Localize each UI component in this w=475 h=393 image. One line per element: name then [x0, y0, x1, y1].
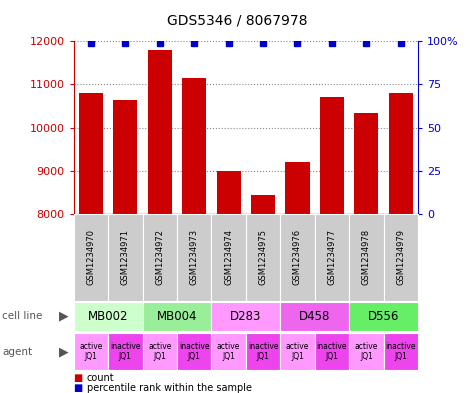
- Bar: [384, 333, 418, 370]
- Text: GSM1234971: GSM1234971: [121, 230, 130, 285]
- Text: active
JQ1: active JQ1: [286, 342, 309, 362]
- Text: active
JQ1: active JQ1: [79, 342, 103, 362]
- Text: GSM1234972: GSM1234972: [155, 230, 164, 285]
- Bar: [246, 214, 280, 301]
- Bar: [142, 214, 177, 301]
- Bar: [177, 333, 211, 370]
- Text: ■: ■: [74, 373, 83, 383]
- Text: inactive
JQ1: inactive JQ1: [248, 342, 278, 362]
- Text: GSM1234979: GSM1234979: [396, 230, 405, 285]
- Bar: [349, 214, 384, 301]
- Bar: [320, 97, 344, 214]
- Bar: [280, 214, 314, 301]
- Text: inactive
JQ1: inactive JQ1: [110, 342, 141, 362]
- Text: count: count: [87, 373, 114, 383]
- Bar: [280, 333, 314, 370]
- Text: ▶: ▶: [59, 345, 69, 358]
- Bar: [142, 302, 211, 331]
- Bar: [74, 302, 142, 331]
- Bar: [314, 214, 349, 301]
- Bar: [384, 214, 418, 301]
- Bar: [177, 214, 211, 301]
- Text: D458: D458: [299, 310, 331, 323]
- Text: D283: D283: [230, 310, 262, 323]
- Bar: [354, 112, 379, 214]
- Text: ■: ■: [74, 383, 83, 393]
- Bar: [211, 302, 280, 331]
- Text: percentile rank within the sample: percentile rank within the sample: [87, 383, 252, 393]
- Text: GSM1234976: GSM1234976: [293, 230, 302, 285]
- Bar: [108, 214, 142, 301]
- Text: GSM1234977: GSM1234977: [327, 230, 336, 285]
- Bar: [182, 78, 206, 214]
- Text: D556: D556: [368, 310, 399, 323]
- Bar: [142, 333, 177, 370]
- Bar: [285, 162, 310, 214]
- Bar: [148, 50, 172, 214]
- Bar: [349, 333, 384, 370]
- Text: GSM1234973: GSM1234973: [190, 230, 199, 285]
- Text: cell line: cell line: [2, 311, 43, 321]
- Text: inactive
JQ1: inactive JQ1: [317, 342, 347, 362]
- Text: GDS5346 / 8067978: GDS5346 / 8067978: [167, 14, 308, 28]
- Text: inactive
JQ1: inactive JQ1: [179, 342, 209, 362]
- Text: ▶: ▶: [59, 310, 69, 323]
- Text: MB002: MB002: [88, 310, 128, 323]
- Bar: [108, 333, 142, 370]
- Bar: [113, 99, 137, 214]
- Text: GSM1234974: GSM1234974: [224, 230, 233, 285]
- Text: inactive
JQ1: inactive JQ1: [386, 342, 416, 362]
- Bar: [280, 302, 349, 331]
- Bar: [74, 333, 108, 370]
- Text: agent: agent: [2, 347, 32, 357]
- Bar: [246, 333, 280, 370]
- Bar: [74, 214, 108, 301]
- Bar: [389, 93, 413, 214]
- Bar: [79, 93, 103, 214]
- Text: GSM1234978: GSM1234978: [362, 230, 371, 285]
- Bar: [211, 214, 246, 301]
- Bar: [314, 333, 349, 370]
- Text: active
JQ1: active JQ1: [355, 342, 378, 362]
- Bar: [217, 171, 241, 214]
- Text: active
JQ1: active JQ1: [217, 342, 240, 362]
- Bar: [211, 333, 246, 370]
- Text: active
JQ1: active JQ1: [148, 342, 171, 362]
- Text: GSM1234970: GSM1234970: [86, 230, 95, 285]
- Bar: [251, 195, 275, 214]
- Text: MB004: MB004: [157, 310, 197, 323]
- Bar: [349, 302, 418, 331]
- Text: GSM1234975: GSM1234975: [258, 230, 267, 285]
